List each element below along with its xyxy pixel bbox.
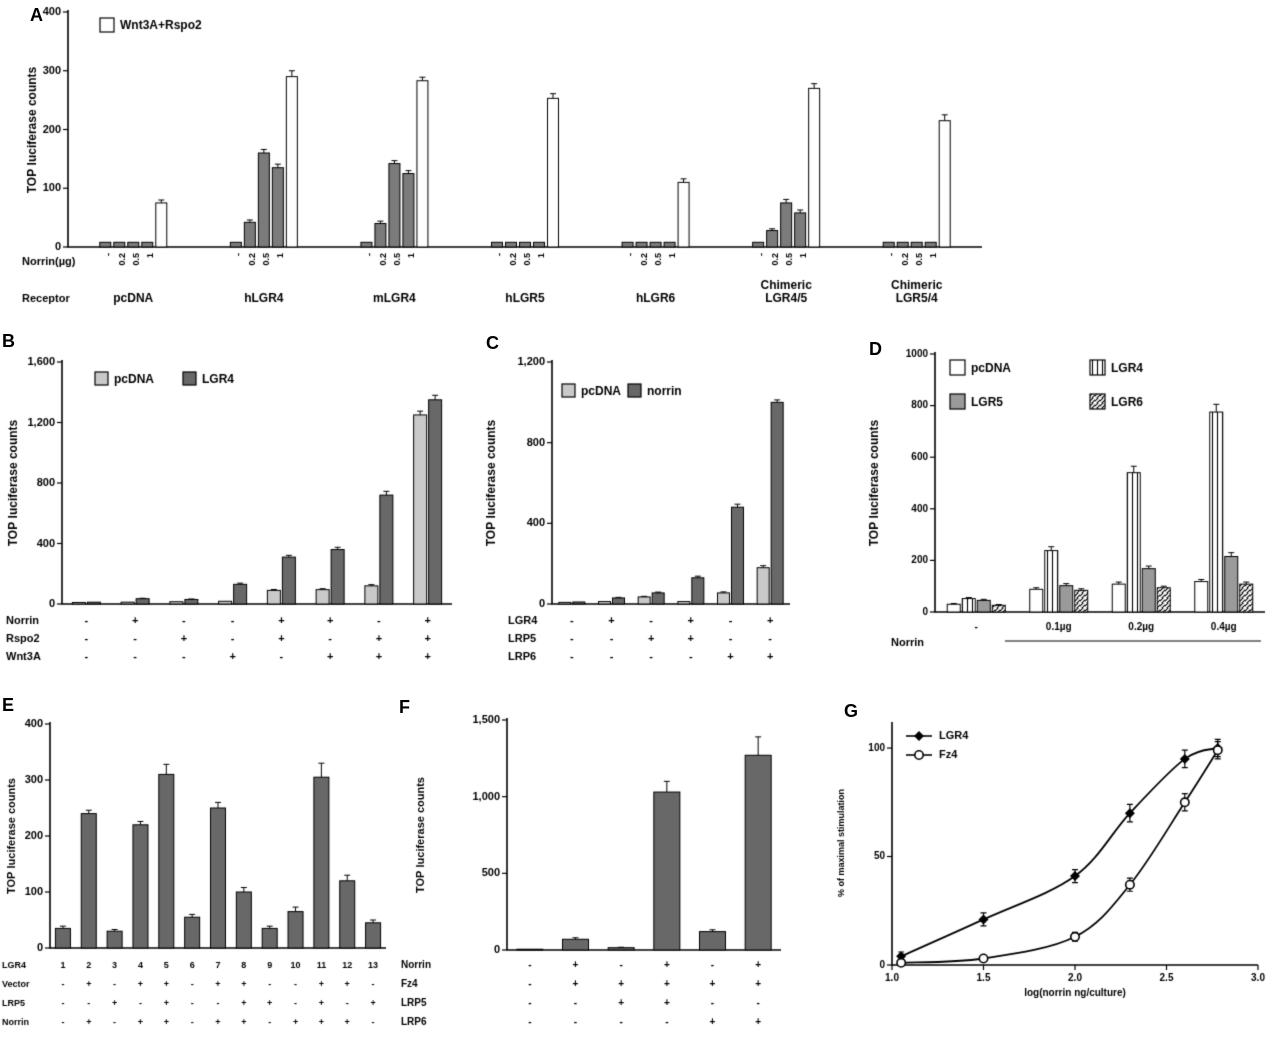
panel-letter-C: C [486,333,499,353]
panel-E: E [0,696,392,1041]
panel-E-bar-chart [0,696,392,1041]
panel-letter-B: B [2,331,15,351]
panel-C-bar-chart [478,332,798,692]
panel-F: F [395,698,793,1041]
panel-D: D [855,338,1280,670]
panel-A-bar-chart [20,2,1020,327]
panel-letter-F: F [399,697,410,717]
panel-letter-A: A [30,5,43,25]
panel-F-bar-chart [395,698,793,1041]
panel-D-bar-chart [855,338,1280,670]
panel-letter-E: E [2,695,15,715]
panel-G: G [828,700,1280,1041]
panel-letter-D: D [869,339,882,359]
panel-letter-G: G [844,701,859,721]
panel-B: B [0,332,465,692]
panel-C: C [478,332,798,692]
panel-G-dose-response-chart [828,700,1280,1041]
panel-B-bar-chart [0,332,465,692]
panel-A: A [20,2,1020,327]
